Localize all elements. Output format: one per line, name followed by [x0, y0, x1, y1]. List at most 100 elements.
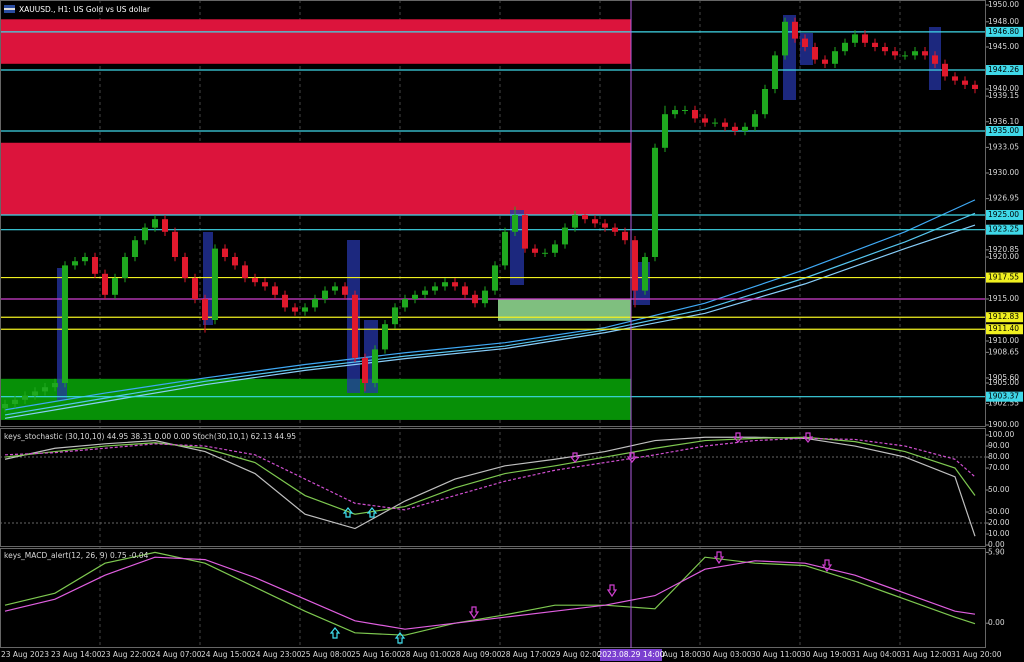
candle-body — [32, 391, 38, 396]
x-tick-label: 28 Aug 17:00 — [501, 650, 552, 659]
candle-body — [162, 219, 168, 232]
y-tick-label: 0.00 — [988, 618, 1005, 627]
x-tick-label: 23 Aug 22:00 — [101, 650, 152, 659]
y-tick-label: 100.00 — [988, 430, 1014, 439]
candle-body — [922, 51, 928, 56]
candle-body — [902, 55, 908, 57]
level-label-box — [986, 126, 1023, 136]
level-label: 1942.26 — [988, 65, 1019, 74]
candle-body — [332, 286, 338, 291]
y-tick-label: 1910.00 — [988, 336, 1019, 345]
candle-body — [862, 34, 868, 43]
level-label: 1911.40 — [988, 324, 1019, 333]
candle-body — [272, 286, 278, 295]
candle-body — [952, 76, 958, 81]
sell-arrow — [626, 452, 638, 463]
x-tick-label: 30 Aug 11:00 — [751, 650, 802, 659]
level-label: 1923.25 — [988, 225, 1019, 234]
x-tick-label: 30 Aug 03:00 — [701, 650, 752, 659]
price-zone — [0, 19, 631, 64]
y-tick-label: 1945.00 — [988, 42, 1019, 51]
candle-body — [432, 286, 438, 291]
moving-average — [4, 199, 976, 411]
y-tick-label: 1902.55 — [988, 399, 1019, 408]
cursor-label: 2023.08.29 14:00 — [598, 650, 665, 659]
candle-body — [122, 257, 128, 278]
candle-body — [812, 47, 818, 60]
candle-body — [842, 42, 848, 52]
candle-body — [112, 278, 118, 295]
y-tick-label: 1936.10 — [988, 117, 1019, 126]
candle-body — [372, 349, 378, 383]
y-tick-label: 20.00 — [988, 518, 1010, 527]
candle-body — [232, 257, 238, 266]
candle-body — [22, 395, 28, 400]
candle-body — [522, 215, 528, 249]
y-tick-label: 1950.00 — [988, 0, 1019, 9]
level-label: 1946.80 — [988, 27, 1019, 36]
y-tick-label: 1920.85 — [988, 245, 1019, 254]
candle-body — [652, 147, 658, 257]
y-tick-label: 30.00 — [988, 507, 1010, 516]
candle-body — [182, 257, 188, 278]
candle-body — [242, 265, 248, 278]
buy-arrow — [394, 632, 406, 644]
candle-body — [82, 257, 88, 262]
x-tick-label: 25 Aug 08:00 — [301, 650, 352, 659]
candle-body — [142, 227, 148, 241]
candle-body — [192, 278, 198, 299]
candle-body — [392, 307, 398, 325]
candle-body — [472, 294, 478, 304]
indicator-windows — [0, 436, 985, 636]
candle-body — [752, 114, 758, 127]
candle-body — [822, 59, 828, 64]
indicator-line — [4, 551, 976, 636]
candle-body — [832, 51, 838, 64]
candle-body — [302, 307, 308, 312]
buy-arrow — [366, 507, 378, 518]
stochastic-frame — [0, 428, 986, 547]
candle-body — [692, 110, 698, 119]
y-tick-label: 0.00 — [988, 540, 1005, 549]
candle-body — [202, 299, 208, 320]
candle-body — [52, 383, 58, 388]
candle-body — [872, 42, 878, 47]
y-tick-label: 1915.00 — [988, 294, 1019, 303]
level-label-box — [986, 65, 1023, 76]
macd-title: keys_MACD_alert(12, 26, 9) 0.75 -0.04 — [4, 551, 149, 560]
y-tick-label: 1900.00 — [988, 420, 1019, 429]
chart-title: XAUUSD., H1: US Gold vs US dollar — [19, 5, 151, 14]
signal-box — [203, 232, 213, 325]
candle-body — [462, 286, 468, 295]
candle-body — [322, 290, 328, 299]
candle-body — [622, 231, 628, 241]
candle-body — [382, 324, 388, 350]
cursor-label-box — [600, 649, 662, 661]
y-tick-label: 1948.00 — [988, 17, 1019, 26]
candle-body — [562, 227, 568, 245]
sell-arrow — [821, 559, 833, 573]
candle-body — [252, 278, 258, 283]
candle-body — [582, 215, 588, 220]
candle-body — [342, 286, 348, 295]
y-tick-label: 70.00 — [988, 463, 1010, 472]
candle-body — [212, 248, 218, 320]
moving-average — [4, 224, 976, 419]
price-zone — [0, 142, 631, 215]
level-label-box — [986, 391, 1023, 402]
symbol-icon-stripe — [4, 8, 15, 10]
candle-body — [612, 227, 618, 232]
level-label-box — [986, 210, 1023, 220]
sell-arrow — [468, 606, 480, 620]
candle-body — [442, 282, 448, 287]
x-tick-label: 23 Aug 2023 — [1, 650, 49, 659]
candle-body — [72, 261, 78, 266]
candle-body — [942, 63, 948, 77]
x-tick-label: 23 Aug 14:00 — [51, 650, 102, 659]
candle-body — [12, 399, 18, 404]
candle-body — [412, 294, 418, 299]
candle-body — [772, 55, 778, 89]
candle-body — [492, 265, 498, 291]
